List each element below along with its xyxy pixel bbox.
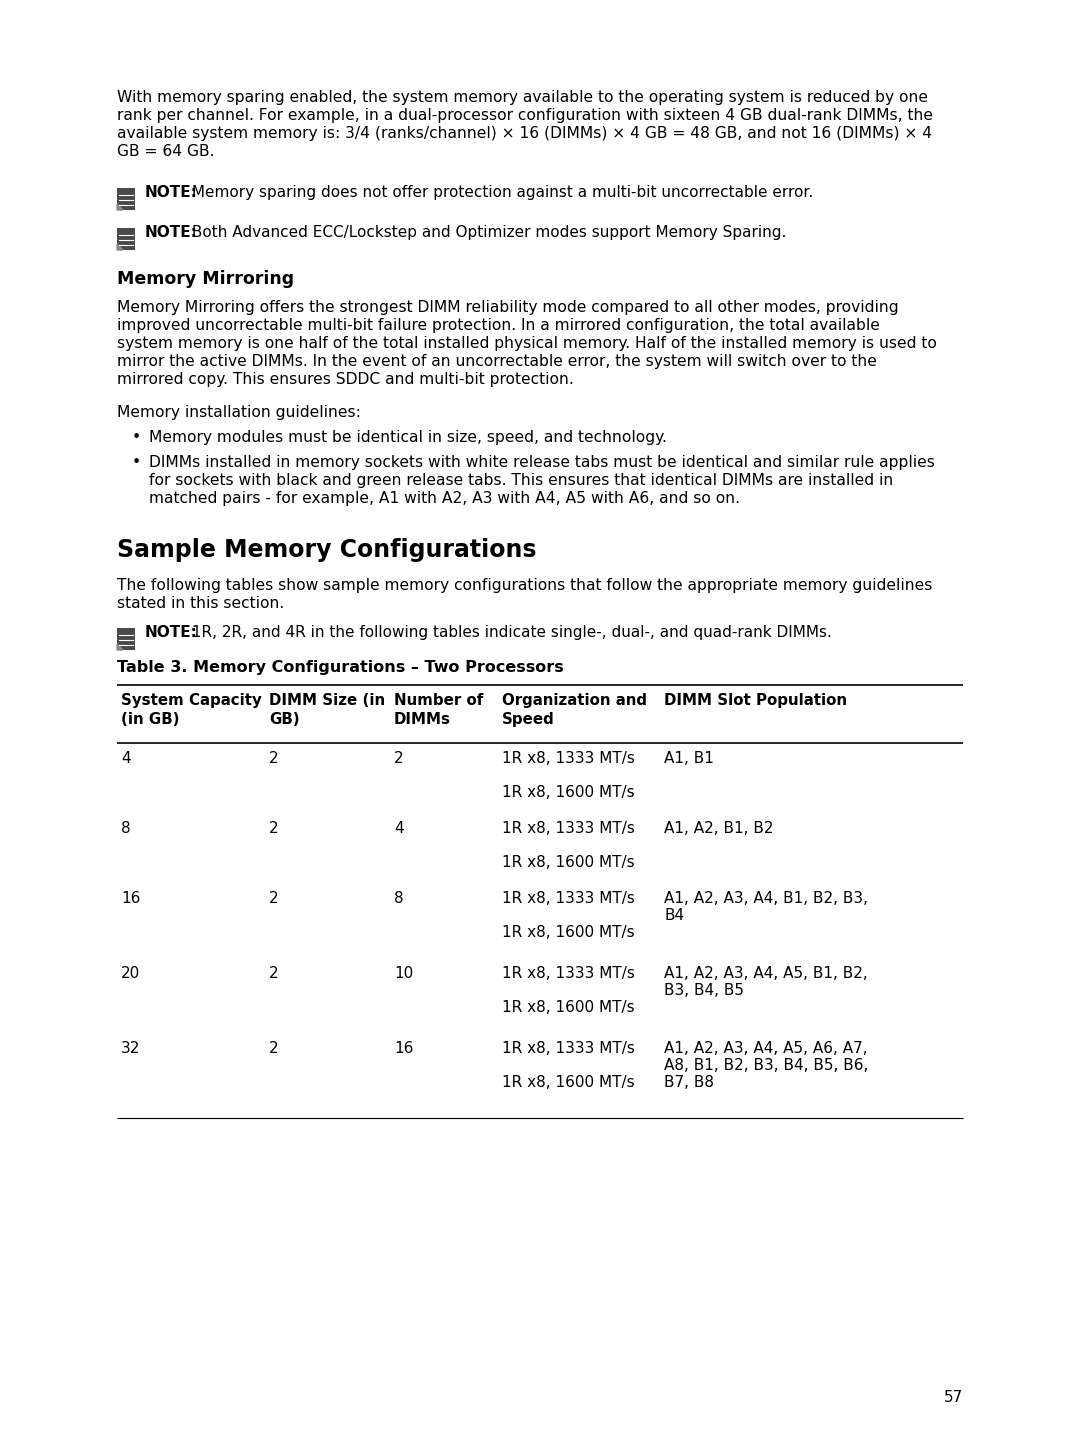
Text: 2: 2 bbox=[269, 967, 279, 981]
Text: 1R x8, 1600 MT/s: 1R x8, 1600 MT/s bbox=[502, 999, 635, 1015]
Text: B4: B4 bbox=[664, 908, 684, 923]
Text: 4: 4 bbox=[394, 822, 404, 836]
Text: A8, B1, B2, B3, B4, B5, B6,: A8, B1, B2, B3, B4, B5, B6, bbox=[664, 1058, 868, 1073]
Polygon shape bbox=[117, 644, 123, 650]
Text: Number of
DIMMs: Number of DIMMs bbox=[394, 693, 483, 727]
Text: 20: 20 bbox=[121, 967, 140, 981]
Text: Both Advanced ECC/Lockstep and Optimizer modes support Memory Sparing.: Both Advanced ECC/Lockstep and Optimizer… bbox=[187, 225, 786, 239]
Text: Sample Memory Configurations: Sample Memory Configurations bbox=[117, 538, 537, 562]
Text: 2: 2 bbox=[269, 822, 279, 836]
Text: 1R x8, 1600 MT/s: 1R x8, 1600 MT/s bbox=[502, 855, 635, 870]
Text: GB = 64 GB.: GB = 64 GB. bbox=[117, 143, 215, 159]
Polygon shape bbox=[117, 244, 123, 250]
Text: 8: 8 bbox=[394, 891, 404, 906]
Text: 1R x8, 1333 MT/s: 1R x8, 1333 MT/s bbox=[502, 822, 635, 836]
Text: mirror the active DIMMs. In the event of an uncorrectable error, the system will: mirror the active DIMMs. In the event of… bbox=[117, 354, 877, 369]
Bar bbox=[117, 628, 135, 650]
Text: 16: 16 bbox=[121, 891, 140, 906]
Text: DIMM Size (in
GB): DIMM Size (in GB) bbox=[269, 693, 386, 727]
Text: 8: 8 bbox=[121, 822, 131, 836]
Text: Memory sparing does not offer protection against a multi-bit uncorrectable error: Memory sparing does not offer protection… bbox=[187, 185, 813, 199]
Text: A1, A2, A3, A4, B1, B2, B3,: A1, A2, A3, A4, B1, B2, B3, bbox=[664, 891, 868, 906]
Text: •: • bbox=[132, 430, 141, 445]
Text: 1R x8, 1333 MT/s: 1R x8, 1333 MT/s bbox=[502, 1041, 635, 1055]
Text: DIMMs installed in memory sockets with white release tabs must be identical and : DIMMs installed in memory sockets with w… bbox=[149, 455, 935, 470]
Text: A1, B1: A1, B1 bbox=[664, 751, 714, 766]
Text: 32: 32 bbox=[121, 1041, 140, 1055]
Text: 2: 2 bbox=[269, 891, 279, 906]
Text: Memory installation guidelines:: Memory installation guidelines: bbox=[117, 404, 361, 420]
Text: 4: 4 bbox=[121, 751, 131, 766]
Text: The following tables show sample memory configurations that follow the appropria: The following tables show sample memory … bbox=[117, 578, 932, 594]
Text: With memory sparing enabled, the system memory available to the operating system: With memory sparing enabled, the system … bbox=[117, 90, 928, 105]
Text: 1R x8, 1333 MT/s: 1R x8, 1333 MT/s bbox=[502, 891, 635, 906]
Text: 10: 10 bbox=[394, 967, 414, 981]
Text: rank per channel. For example, in a dual-processor configuration with sixteen 4 : rank per channel. For example, in a dual… bbox=[117, 108, 933, 123]
Text: A1, A2, B1, B2: A1, A2, B1, B2 bbox=[664, 822, 773, 836]
Text: B3, B4, B5: B3, B4, B5 bbox=[664, 982, 744, 998]
Text: 2: 2 bbox=[269, 1041, 279, 1055]
Text: 1R x8, 1333 MT/s: 1R x8, 1333 MT/s bbox=[502, 967, 635, 981]
Text: NOTE:: NOTE: bbox=[145, 225, 198, 239]
Text: Memory modules must be identical in size, speed, and technology.: Memory modules must be identical in size… bbox=[149, 430, 666, 445]
Text: B7, B8: B7, B8 bbox=[664, 1076, 714, 1090]
Text: Table 3. Memory Configurations – Two Processors: Table 3. Memory Configurations – Two Pro… bbox=[117, 660, 564, 675]
Text: A1, A2, A3, A4, A5, B1, B2,: A1, A2, A3, A4, A5, B1, B2, bbox=[664, 967, 867, 981]
Bar bbox=[117, 188, 135, 209]
Polygon shape bbox=[117, 204, 123, 209]
Text: 1R x8, 1600 MT/s: 1R x8, 1600 MT/s bbox=[502, 925, 635, 941]
Text: 2: 2 bbox=[269, 751, 279, 766]
Text: Memory Mirroring offers the strongest DIMM reliability mode compared to all othe: Memory Mirroring offers the strongest DI… bbox=[117, 300, 899, 315]
Text: available system memory is: 3/4 (ranks/channel) × 16 (DIMMs) × 4 GB = 48 GB, and: available system memory is: 3/4 (ranks/c… bbox=[117, 126, 932, 141]
Text: 16: 16 bbox=[394, 1041, 414, 1055]
Text: Memory Mirroring: Memory Mirroring bbox=[117, 270, 294, 288]
Text: •: • bbox=[132, 455, 141, 470]
Text: stated in this section.: stated in this section. bbox=[117, 597, 284, 611]
Text: NOTE:: NOTE: bbox=[145, 185, 198, 199]
Text: for sockets with black and green release tabs. This ensures that identical DIMMs: for sockets with black and green release… bbox=[149, 473, 893, 488]
Text: 1R x8, 1600 MT/s: 1R x8, 1600 MT/s bbox=[502, 1076, 635, 1090]
Bar bbox=[117, 228, 135, 250]
Text: Organization and
Speed: Organization and Speed bbox=[502, 693, 647, 727]
Text: 2: 2 bbox=[394, 751, 404, 766]
Text: system memory is one half of the total installed physical memory. Half of the in: system memory is one half of the total i… bbox=[117, 336, 936, 351]
Text: improved uncorrectable multi-bit failure protection. In a mirrored configuration: improved uncorrectable multi-bit failure… bbox=[117, 318, 880, 333]
Text: DIMM Slot Population: DIMM Slot Population bbox=[664, 693, 847, 708]
Text: System Capacity
(in GB): System Capacity (in GB) bbox=[121, 693, 261, 727]
Text: 57: 57 bbox=[944, 1390, 963, 1405]
Text: 1R x8, 1333 MT/s: 1R x8, 1333 MT/s bbox=[502, 751, 635, 766]
Text: 1R x8, 1600 MT/s: 1R x8, 1600 MT/s bbox=[502, 784, 635, 800]
Text: matched pairs - for example, A1 with A2, A3 with A4, A5 with A6, and so on.: matched pairs - for example, A1 with A2,… bbox=[149, 490, 740, 506]
Text: mirrored copy. This ensures SDDC and multi-bit protection.: mirrored copy. This ensures SDDC and mul… bbox=[117, 371, 573, 387]
Text: NOTE:: NOTE: bbox=[145, 625, 198, 640]
Text: A1, A2, A3, A4, A5, A6, A7,: A1, A2, A3, A4, A5, A6, A7, bbox=[664, 1041, 867, 1055]
Text: 1R, 2R, and 4R in the following tables indicate single-, dual-, and quad-rank DI: 1R, 2R, and 4R in the following tables i… bbox=[187, 625, 832, 640]
